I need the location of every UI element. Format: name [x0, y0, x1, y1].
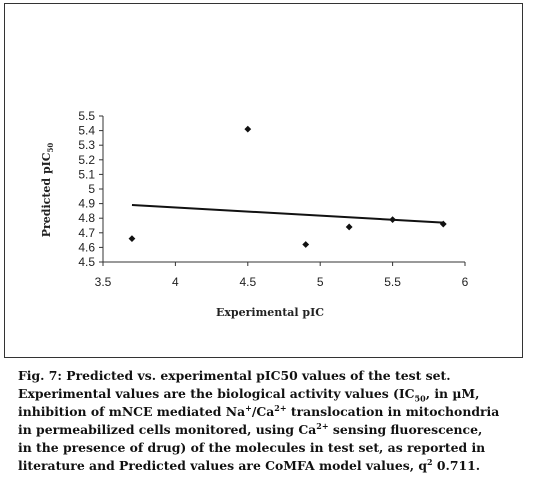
data-point	[302, 241, 310, 248]
data-point	[128, 235, 136, 243]
trendline	[131, 204, 444, 224]
figure-caption: Fig. 7: Predicted vs. experimental pIC50…	[18, 367, 528, 475]
x-tick-label: 5	[317, 275, 324, 289]
x-tick-label: 5.5	[384, 275, 401, 289]
caption-line-2: Experimental values are the biological a…	[18, 386, 480, 404]
caption-line-5: in the presence of drug) of the molecule…	[18, 440, 486, 455]
figure-frame	[4, 3, 523, 358]
data-point	[439, 220, 447, 228]
y-tick-label: 5	[88, 182, 95, 196]
x-tick-label: 6	[462, 275, 469, 289]
y-axis-title-main: Predicted pIC	[40, 152, 53, 237]
y-tick-labels: 4.54.64.74.84.955.15.25.35.45.5	[78, 109, 103, 269]
chart-axes	[102, 116, 465, 263]
y-tick-label: 5.1	[78, 167, 95, 181]
trendline-group	[131, 204, 444, 224]
y-tick-label: 4.9	[78, 197, 95, 211]
x-tick-label: 4.5	[239, 275, 256, 289]
caption-line-6: literature and Predicted values are CoMF…	[18, 456, 481, 473]
y-tick-label: 4.8	[78, 211, 95, 225]
x-tick-labels: 3.5 4 4.5 5 5.5 6	[95, 262, 469, 289]
data-point	[244, 125, 252, 133]
y-tick-label: 5.4	[78, 124, 95, 138]
y-tick-label: 5.5	[78, 109, 95, 123]
data-point	[389, 216, 396, 224]
y-axis-title: Predicted pIC50	[40, 143, 55, 238]
x-tick-label: 3.5	[95, 275, 112, 289]
caption-line-4: in permeabilized cells monitored, using …	[18, 420, 483, 437]
x-tick-label: 4	[172, 275, 179, 289]
y-tick-label: 5.3	[78, 138, 95, 152]
y-tick-label: 4.7	[78, 226, 95, 240]
scatter-chart: 4.54.64.74.84.955.15.25.35.45.5 3.5 4 4.5 5…	[40, 109, 469, 319]
y-axis-title-sub: 50	[46, 143, 55, 153]
y-tick-label: 5.2	[78, 153, 95, 167]
data-point	[345, 223, 353, 231]
caption-line-3: inhibition of mNCE mediated Na+/Ca2+ tra…	[18, 402, 500, 419]
y-tick-label: 4.6	[78, 240, 95, 254]
x-axis-title: Experimental pIC	[216, 306, 324, 319]
data-points	[128, 125, 447, 248]
caption-line-1: Fig. 7: Predicted vs. experimental pIC50…	[18, 368, 451, 383]
y-tick-label: 4.5	[78, 255, 95, 269]
